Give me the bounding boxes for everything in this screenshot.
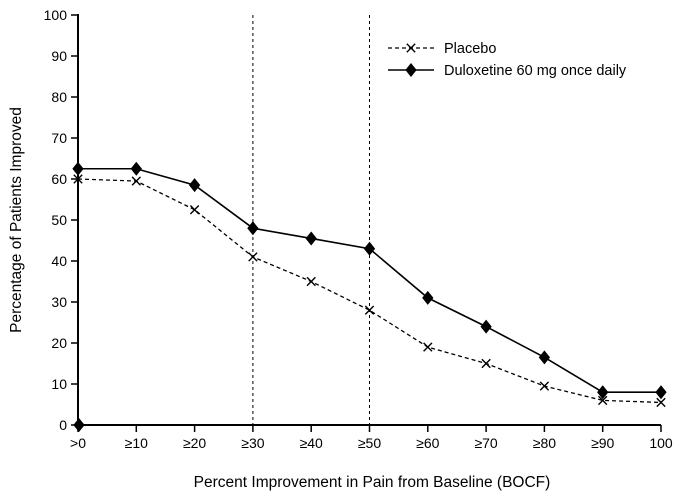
x-tick-label: ≥60 (416, 435, 439, 451)
legend-label: Duloxetine 60 mg once daily (444, 63, 627, 79)
x-tick-label: 100 (649, 435, 673, 451)
y-tick-label: 30 (51, 294, 67, 310)
x-marker-icon (423, 342, 433, 352)
diamond-marker-icon (655, 385, 667, 400)
diamond-marker-icon (363, 241, 376, 256)
y-axis-title: Percentage of Patients Improved (8, 107, 25, 333)
x-tick-label: >0 (70, 435, 86, 451)
diamond-marker-icon (480, 319, 492, 334)
y-tick-label: 100 (44, 7, 68, 23)
diamond-marker-icon (130, 161, 142, 176)
x-axis-title: Percent Improvement in Pain from Baselin… (194, 474, 551, 491)
x-marker-icon (598, 395, 608, 406)
diamond-marker-icon (538, 350, 551, 365)
diamond-marker-icon (188, 178, 201, 193)
x-marker-icon (364, 305, 375, 315)
x-tick-label: ≥70 (474, 435, 497, 451)
legend: Placebo Duloxetine 60 mg once daily (388, 41, 627, 79)
legend-label: Placebo (444, 41, 496, 57)
x-marker-icon (656, 397, 666, 408)
x-marker-icon (481, 358, 491, 369)
legend-item: Placebo (388, 41, 496, 57)
y-tick-label: 10 (51, 376, 67, 392)
series-layer (72, 161, 667, 432)
x-marker-icon (131, 176, 141, 186)
x-tick-label: ≥10 (125, 435, 148, 451)
x-tick-label: ≥30 (241, 435, 264, 451)
diamond-marker-icon (405, 63, 417, 77)
y-tick-label: 90 (51, 48, 67, 64)
y-tick-label: 40 (51, 253, 67, 269)
x-tick-label: ≥80 (533, 435, 556, 451)
x-marker-icon (539, 381, 550, 391)
y-tick-label: 80 (51, 89, 67, 105)
x-tick-label: ≥20 (183, 435, 206, 451)
x-marker-icon (406, 43, 416, 53)
diamond-marker-icon (72, 161, 84, 176)
diamond-marker-icon (305, 231, 317, 246)
x-tick-label: ≥50 (358, 435, 381, 451)
x-marker-icon (73, 174, 83, 184)
diamond-marker-icon (422, 290, 434, 305)
diamond-marker-icon (597, 385, 609, 400)
reference-lines-layer (252, 15, 370, 425)
x-marker-icon (306, 276, 316, 287)
diamond-marker-icon (73, 418, 85, 432)
axes-layer: 0 10 20 30 40 50 60 70 80 90 100 >0 ≥10 ≥20 ≥30 ≥40 ≥50 ≥… (44, 7, 673, 451)
x-marker-icon (189, 205, 200, 215)
x-marker-icon (248, 252, 258, 262)
x-tick-label: ≥40 (300, 435, 323, 451)
legend-item: Duloxetine 60 mg once daily (388, 63, 627, 79)
diamond-marker-icon (247, 221, 259, 236)
y-tick-label: 70 (51, 130, 67, 146)
y-tick-label: 20 (51, 335, 67, 351)
y-tick-label: 50 (51, 212, 67, 228)
series-line-0 (77, 178, 662, 404)
x-tick-label: ≥90 (591, 435, 614, 451)
y-tick-label: 0 (59, 417, 67, 433)
y-tick-label: 60 (51, 171, 67, 187)
